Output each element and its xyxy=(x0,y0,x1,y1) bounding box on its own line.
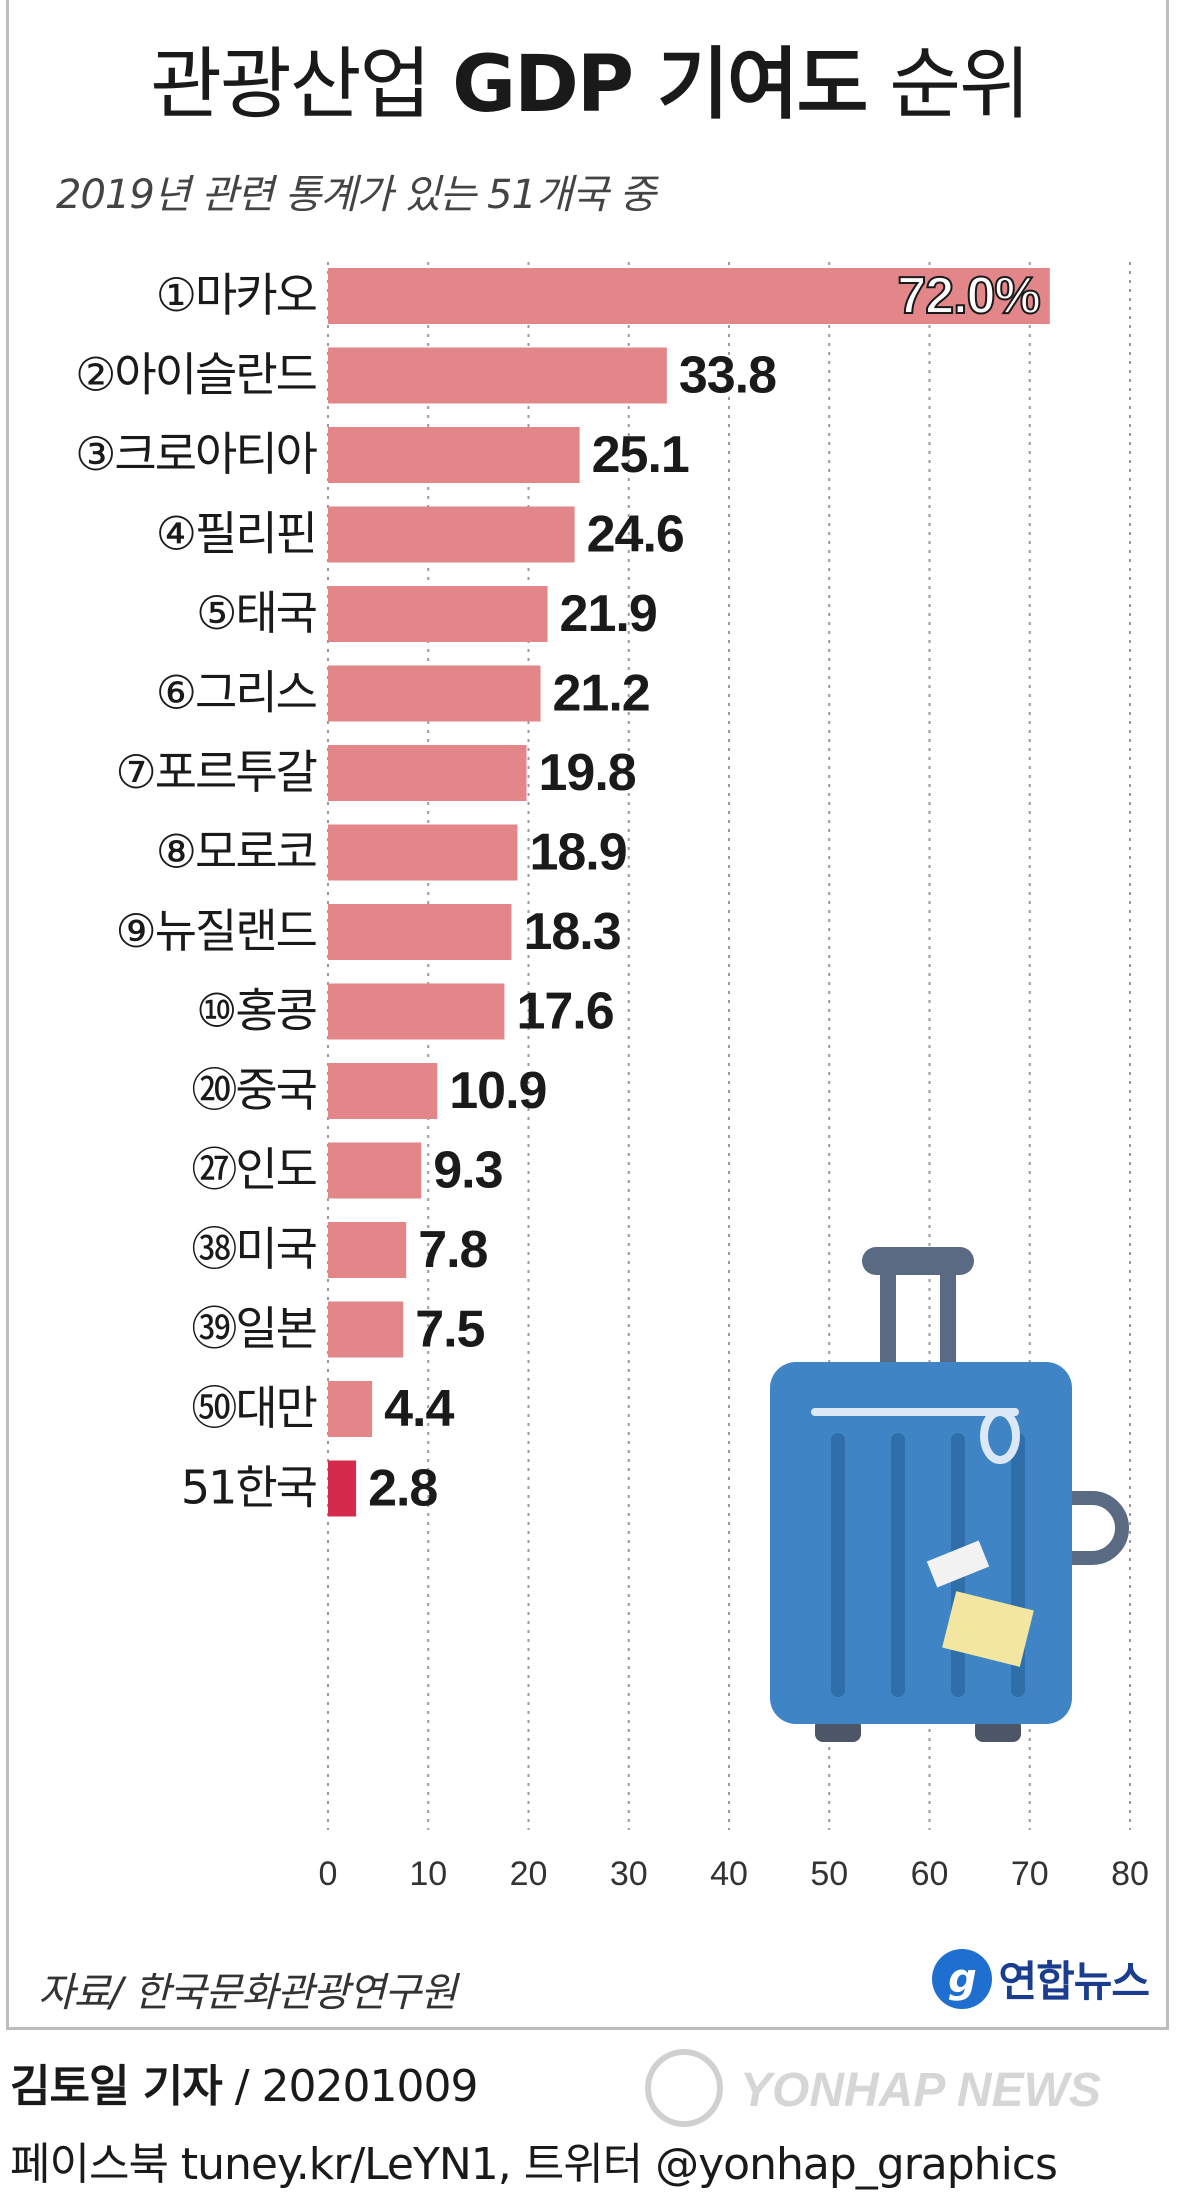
bar xyxy=(328,1142,422,1199)
category-label: ⑧모로코 xyxy=(156,825,316,879)
value-label: 24.6 xyxy=(587,506,684,564)
suitcase-illustration xyxy=(770,1247,1129,1742)
suitcase-handle-bar xyxy=(862,1247,974,1275)
bar xyxy=(328,268,1050,324)
suitcase-strap-loop xyxy=(980,1408,1020,1464)
category-label: 51한국 xyxy=(181,1461,317,1515)
source-note: 자료/ 한국문화관광연구원 xyxy=(38,1970,457,2016)
value-label: 19.8 xyxy=(538,744,635,802)
category-label: ㊳미국 xyxy=(191,1222,316,1276)
category-label: ③크로아티아 xyxy=(75,427,318,481)
value-label: 33.8 xyxy=(679,347,776,405)
yonhap-logo: g 연합뉴스 xyxy=(932,1948,1150,2009)
x-tick-label: 20 xyxy=(510,1855,548,1893)
watermark: YONHAP NEWS xyxy=(645,2049,1101,2127)
category-label: ㉗인도 xyxy=(191,1143,316,1197)
title-part-2: 순위 xyxy=(866,40,1031,130)
value-label: 2.8 xyxy=(368,1460,437,1518)
title-part-bold: GDP 기여도 xyxy=(452,40,868,130)
value-label: 25.1 xyxy=(592,426,689,484)
value-label: 17.6 xyxy=(516,983,613,1041)
byline: 김토일 기자 / 20201009 xyxy=(10,2050,479,2114)
value-label: 21.9 xyxy=(560,585,657,643)
value-label: 10.9 xyxy=(449,1062,546,1120)
category-label: ⑳중국 xyxy=(191,1063,316,1117)
value-label: 9.3 xyxy=(433,1142,502,1200)
suitcase-side-handle xyxy=(1070,1491,1129,1565)
category-label: ⑦포르투갈 xyxy=(115,745,316,799)
x-tick-label: 10 xyxy=(409,1855,447,1893)
suitcase-tag-small xyxy=(926,1540,990,1588)
x-tick-label: 40 xyxy=(710,1855,748,1893)
labels: ①마카오 72.0% ②아이슬란드 33.8 ③크로아티아 25.1 ④필리핀 24.6 ⑤태국… xyxy=(75,266,1042,1518)
category-label: ⑩홍콩 xyxy=(196,984,316,1038)
bars xyxy=(328,268,1050,1517)
category-label: ①마카오 xyxy=(156,268,317,322)
value-label: 72.0% xyxy=(897,267,1039,325)
x-tick-label: 0 xyxy=(319,1855,338,1893)
page-title: 관광산업 GDP 기여도 순위 xyxy=(0,22,1179,134)
x-axis-ticks: 0 10 20 30 40 50 60 70 80 xyxy=(319,1855,1149,1893)
bar xyxy=(328,1381,373,1437)
category-label: ㊴일본 xyxy=(191,1302,316,1356)
category-label: ⑤태국 xyxy=(196,586,317,640)
reporter-name: 김토일 기자 xyxy=(10,2061,223,2112)
x-tick-label: 80 xyxy=(1111,1855,1149,1893)
bar xyxy=(328,1222,407,1278)
title-part-1: 관광산업 xyxy=(150,40,453,130)
category-label: ㊿대만 xyxy=(191,1381,316,1435)
bar xyxy=(328,983,505,1040)
x-tick-label: 30 xyxy=(610,1855,648,1893)
category-label: ②아이슬란드 xyxy=(75,348,317,402)
suitcase-handle-left xyxy=(880,1262,896,1362)
chart-frame xyxy=(6,0,1169,2030)
bar xyxy=(328,1063,438,1119)
bar xyxy=(328,665,541,722)
bar xyxy=(328,506,575,563)
x-tick-label: 60 xyxy=(911,1855,949,1893)
x-tick-label: 50 xyxy=(810,1855,848,1893)
bar xyxy=(328,1301,404,1358)
value-label: 7.8 xyxy=(418,1221,487,1279)
yonhap-logo-icon: g xyxy=(932,1948,993,2009)
value-label: 18.9 xyxy=(529,824,626,882)
bar-chart: ①마카오 72.0% ②아이슬란드 33.8 ③크로아티아 25.1 ④필리핀 24.6 ⑤태국… xyxy=(75,262,1149,1893)
bar xyxy=(328,586,548,642)
value-label: 21.2 xyxy=(553,665,650,723)
value-label: 7.5 xyxy=(415,1301,484,1359)
yonhap-logo-text: 연합뉴스 xyxy=(998,1957,1150,2006)
bar xyxy=(328,745,527,801)
x-tick-label: 70 xyxy=(1011,1855,1049,1893)
bar xyxy=(328,347,667,404)
chart-subtitle: 2019년 관련 통계가 있는 51개국 중 xyxy=(56,172,656,218)
social-links: 페이스북 tuney.kr/LeYN1, 트위터 @yonhap_graphic… xyxy=(10,2139,1058,2190)
bar xyxy=(328,824,518,881)
category-label: ⑨뉴질랜드 xyxy=(115,904,316,958)
value-label: 4.4 xyxy=(384,1380,454,1438)
category-label: ⑥그리스 xyxy=(156,666,317,720)
category-label: ④필리핀 xyxy=(156,507,316,561)
watermark-text: YONHAP NEWS xyxy=(740,2064,1101,2117)
suitcase-handle-right xyxy=(940,1262,956,1362)
date-line: / 20201009 xyxy=(221,2061,479,2112)
suitcase-tag-large xyxy=(942,1591,1034,1667)
bar xyxy=(328,427,580,483)
bar xyxy=(328,904,512,960)
watermark-logo-icon xyxy=(645,2049,723,2127)
value-label: 18.3 xyxy=(523,903,620,961)
bar xyxy=(328,1460,357,1517)
suitcase-body xyxy=(770,1362,1072,1724)
